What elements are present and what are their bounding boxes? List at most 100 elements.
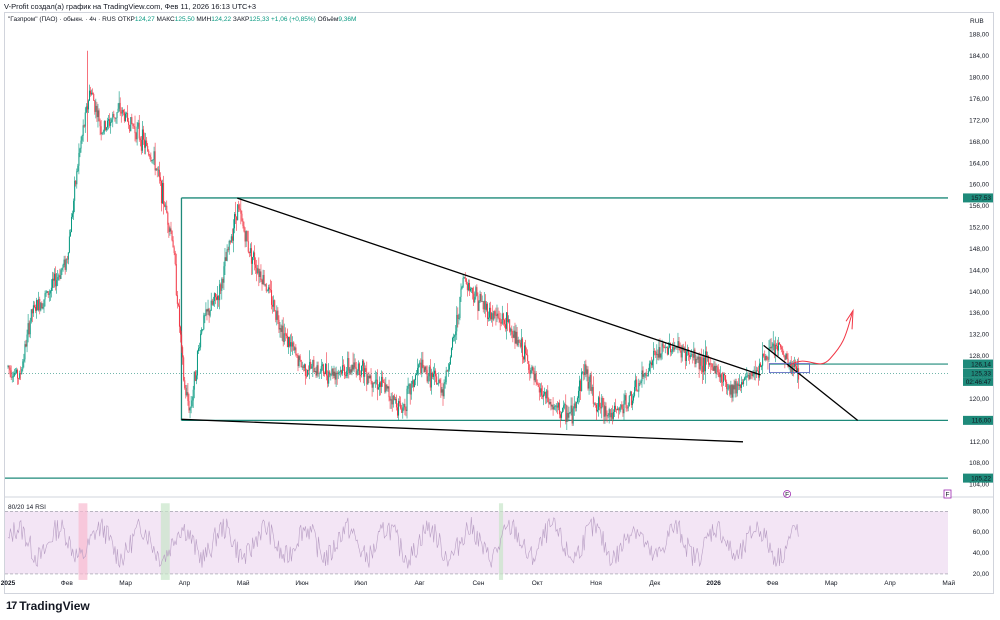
candle-body <box>688 349 690 356</box>
candle-body <box>587 369 589 389</box>
candle-body <box>97 110 99 118</box>
rsi-title: 80/20 14 RSI <box>8 504 46 511</box>
x-tick-label: Май <box>237 579 250 587</box>
candle-body <box>334 371 336 380</box>
marker-box[interactable] <box>769 363 810 374</box>
candle-body <box>352 364 354 370</box>
candle-body <box>515 331 517 344</box>
candle-body <box>38 298 40 311</box>
candle-body <box>684 348 686 362</box>
projection-arrowhead <box>845 308 854 330</box>
candle-body <box>96 105 98 118</box>
candle-body <box>559 414 561 418</box>
candle-body <box>444 382 446 384</box>
candle-body <box>294 347 296 351</box>
candle-body <box>725 375 727 383</box>
candle-body <box>470 288 472 291</box>
candle-body <box>727 388 729 390</box>
candle-body <box>207 308 209 312</box>
candle-body <box>167 212 169 225</box>
candle-body <box>606 415 608 417</box>
candle-body <box>46 291 48 293</box>
candle-body <box>644 372 646 375</box>
candle-body <box>55 273 57 287</box>
flag-marker-axis-icon[interactable] <box>943 489 952 499</box>
candle-body <box>466 284 468 291</box>
candle-body <box>358 363 360 376</box>
candle-body <box>600 406 602 409</box>
candle-body <box>353 362 355 370</box>
candle-body <box>95 105 97 112</box>
candle-body <box>494 311 496 316</box>
candle-body <box>307 370 309 377</box>
candle-body <box>786 353 788 359</box>
candle-body <box>401 408 403 413</box>
candle-body <box>636 379 638 391</box>
y-tick-label: 140,00 <box>969 289 989 296</box>
candle-body <box>160 180 162 204</box>
candle-body <box>504 324 506 329</box>
candle-body <box>482 301 484 310</box>
candle-body <box>41 303 43 309</box>
candle-body <box>419 362 421 365</box>
candle-body <box>74 180 76 201</box>
candle-body <box>134 126 136 134</box>
candle-body <box>700 357 702 366</box>
candle-body <box>410 383 412 395</box>
candle-body <box>778 342 780 351</box>
candle-body <box>480 294 482 302</box>
candle-body <box>356 370 358 375</box>
candle-body <box>208 308 210 316</box>
candle-body <box>49 290 51 294</box>
candle-body <box>325 364 327 375</box>
candle-body <box>655 351 657 356</box>
flag-marker-label: F <box>785 491 789 498</box>
candle-body <box>267 287 269 291</box>
candle-body <box>406 388 408 412</box>
candle-body <box>279 328 281 330</box>
y-tick-label: 188,00 <box>969 32 989 39</box>
candle-body <box>20 373 22 375</box>
candle-body <box>9 367 11 371</box>
candle-body <box>178 305 180 327</box>
low-value: 124,22 <box>211 16 232 23</box>
candle-body <box>153 151 155 160</box>
y-tick-label: 120,00 <box>969 396 989 403</box>
candle-body <box>187 392 189 401</box>
candle-body <box>152 159 154 161</box>
flag-marker-icon[interactable] <box>783 490 791 498</box>
volume-value: 9,36М <box>338 16 357 23</box>
projection-arrow[interactable] <box>789 313 853 366</box>
candle-body <box>404 403 406 410</box>
candle-body <box>183 357 185 381</box>
candle-body <box>667 347 669 355</box>
candle-body <box>432 373 434 377</box>
trendline[interactable] <box>763 344 859 421</box>
candle-body <box>111 119 113 122</box>
candle-body <box>66 259 68 260</box>
candle-body <box>382 376 384 383</box>
candle-body <box>380 382 382 387</box>
candle-body <box>526 353 528 355</box>
trendline[interactable] <box>181 418 744 443</box>
candle-body <box>272 304 274 307</box>
trendline[interactable] <box>237 197 761 376</box>
candle-body <box>366 372 368 385</box>
candle-body <box>640 381 642 384</box>
candle-body <box>743 380 745 385</box>
candle-body <box>576 397 578 402</box>
candle-body <box>491 313 493 320</box>
candle-body <box>91 92 93 95</box>
candle-body <box>439 379 441 384</box>
candle-body <box>102 131 104 133</box>
candle-body <box>302 366 304 368</box>
candle-body <box>8 365 10 368</box>
candle-body <box>662 343 664 347</box>
candle-body <box>82 125 84 136</box>
candle-body <box>525 345 527 354</box>
candle-body <box>414 375 416 381</box>
candle-body <box>620 404 622 408</box>
candle-body <box>730 384 732 395</box>
y-tick-label: 148,00 <box>969 246 989 253</box>
